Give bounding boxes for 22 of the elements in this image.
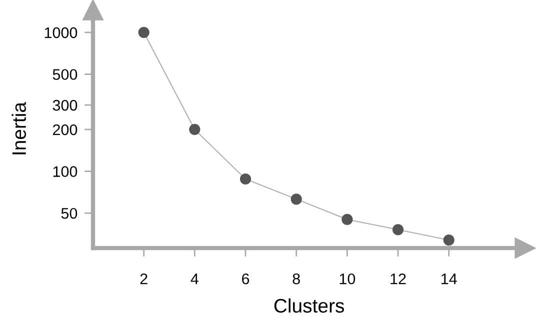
y-tick-label: 300 (52, 100, 78, 111)
y-tick-label: 500 (52, 69, 78, 80)
point (240, 173, 252, 185)
y-tick-label: 1000 (44, 27, 78, 38)
point (342, 214, 353, 226)
x-tick-label: 2 (140, 273, 148, 284)
point (189, 124, 200, 136)
point (138, 26, 150, 38)
point (290, 194, 302, 205)
x-tick-label: 14 (442, 274, 457, 284)
x-tick-label: 12 (390, 273, 406, 284)
x-axis-title: Clusters (274, 298, 344, 313)
y-tick-label: 200 (52, 124, 78, 136)
y-tick-label: 50 (61, 208, 78, 219)
x-tick-label: 4 (190, 274, 198, 284)
x-tick-label: 6 (242, 273, 250, 284)
x-tick-label: 10 (340, 273, 356, 284)
y-axis-title: Inertia (12, 102, 26, 154)
point (443, 234, 454, 246)
x-tick-label: 8 (292, 273, 300, 284)
y-tick-label: 100 (53, 166, 78, 177)
point (392, 224, 404, 236)
